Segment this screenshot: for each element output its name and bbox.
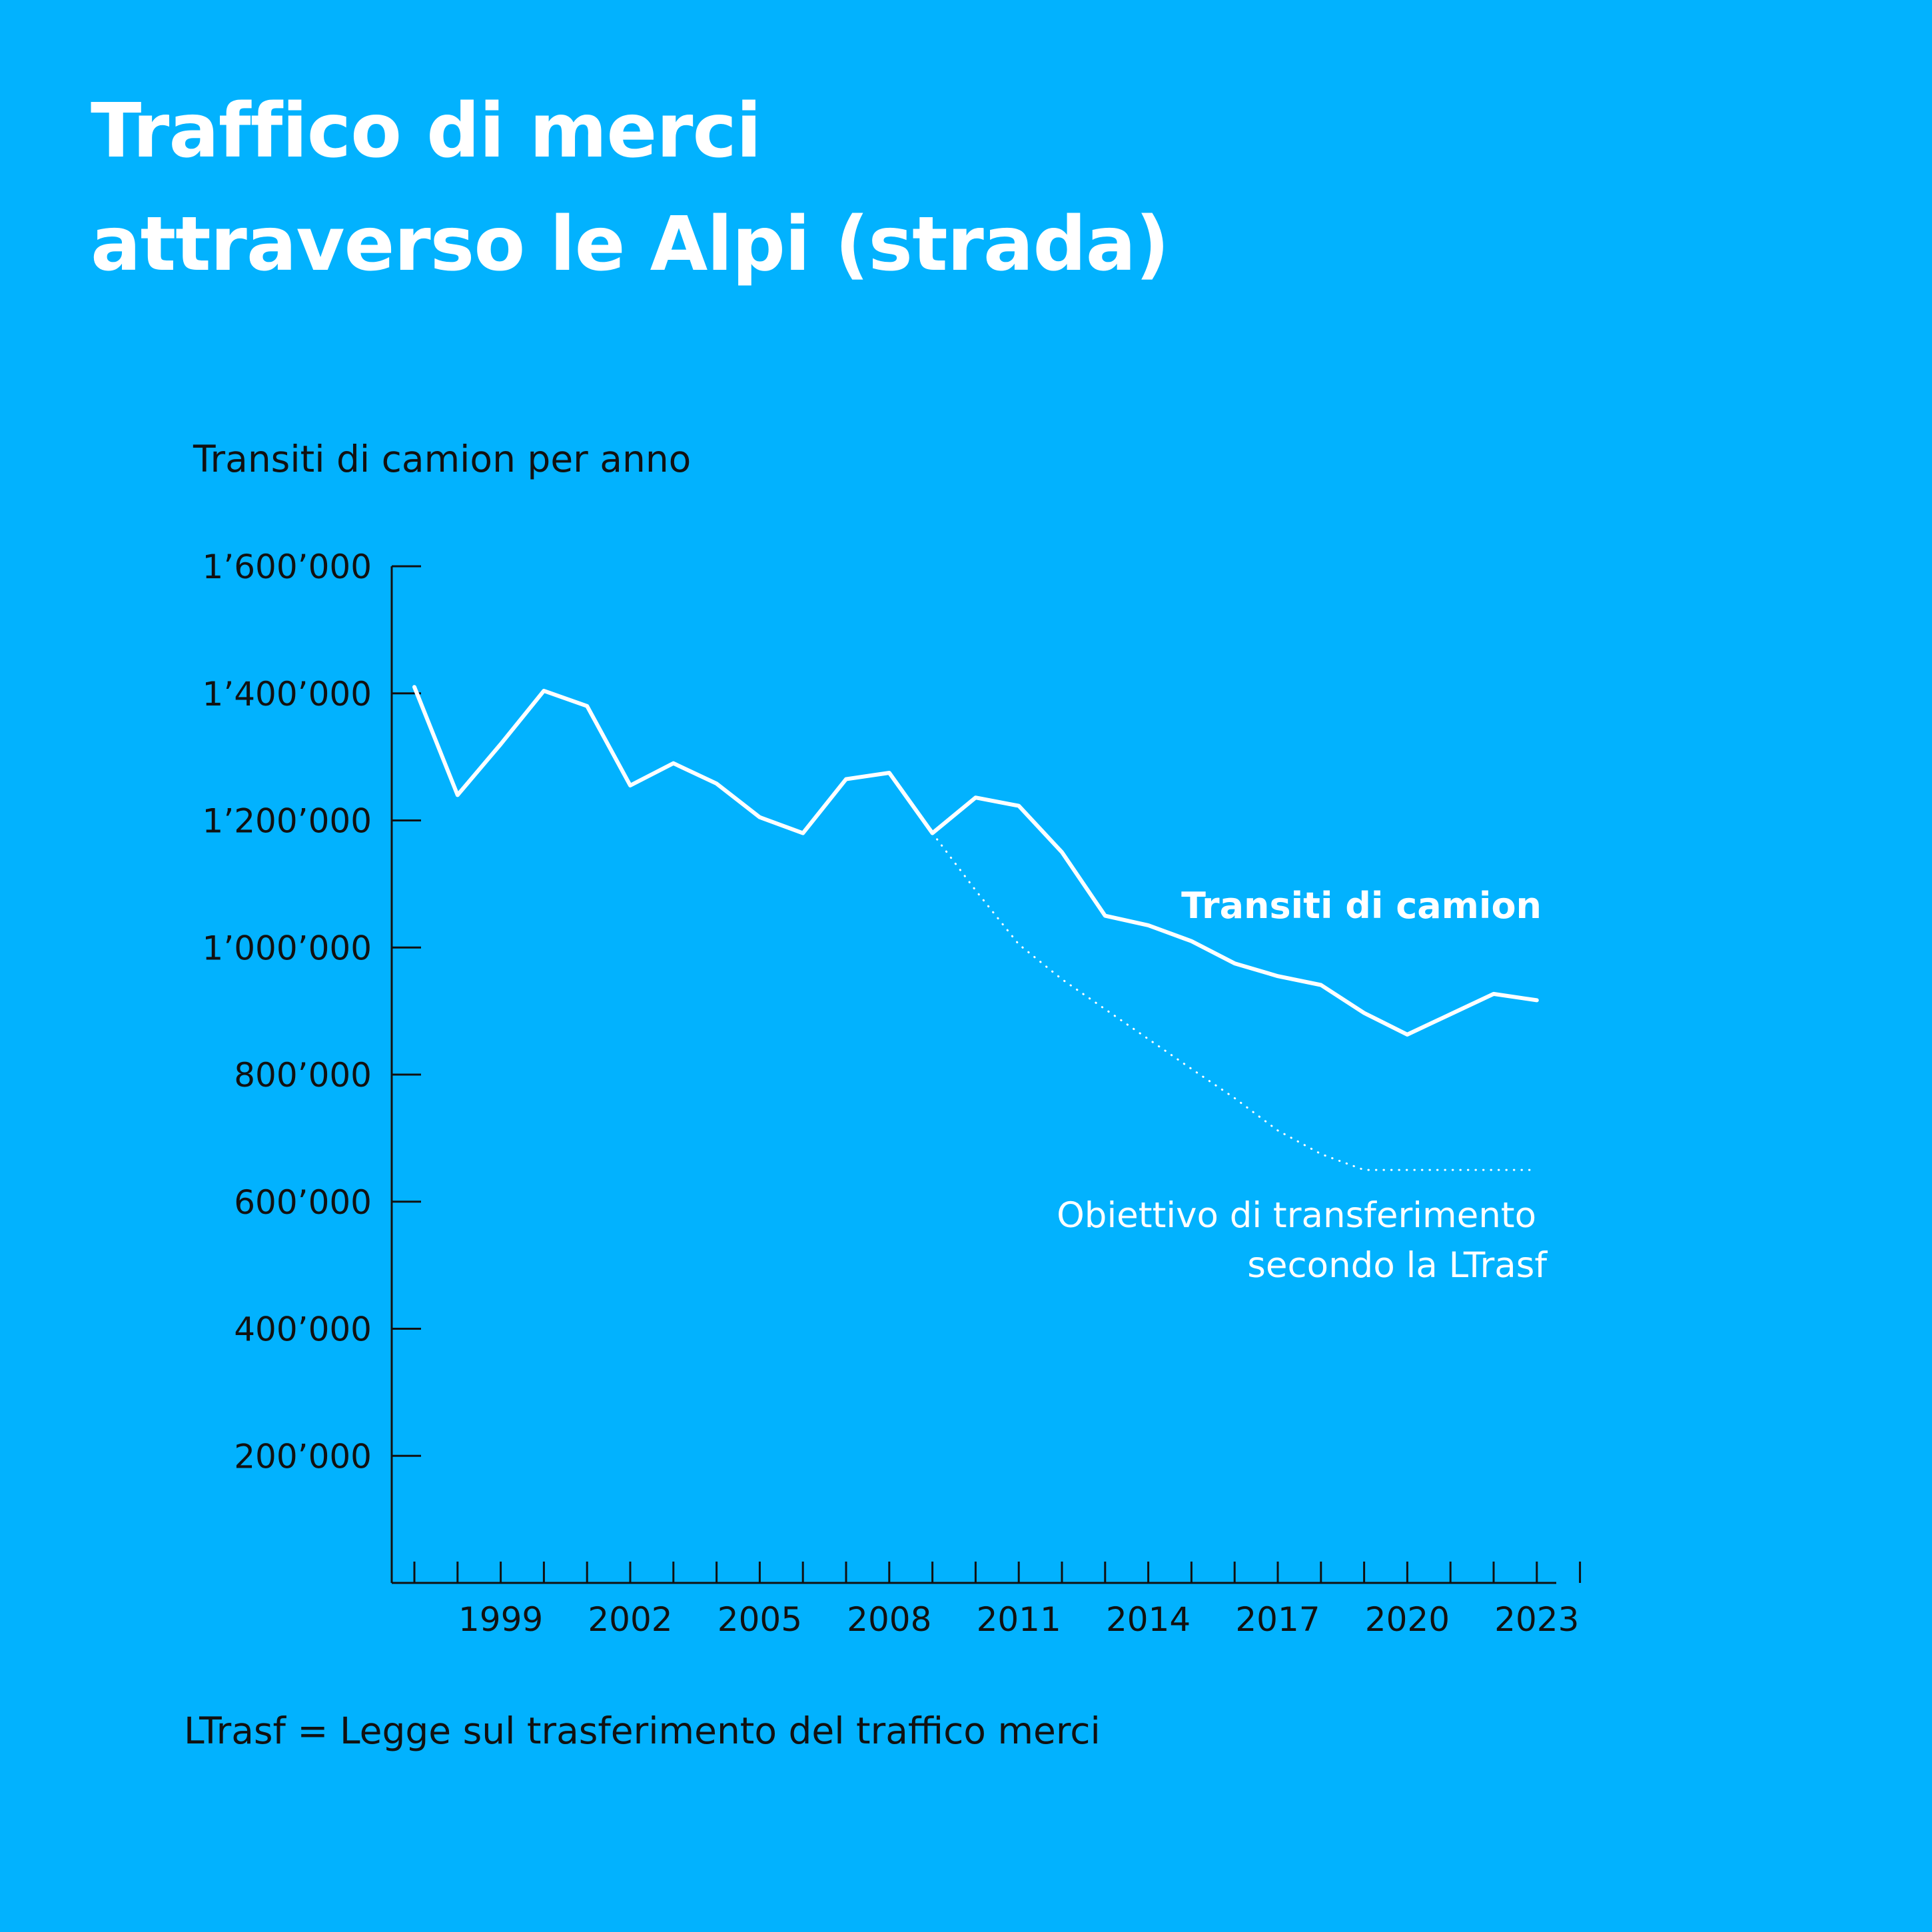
x-tick-label: 2017: [1235, 1600, 1320, 1639]
x-ticks: 1999 2002 2005 2008 2011 2014 2017 2020 2023: [413, 1562, 1582, 1639]
x-tick-label: 2014: [1106, 1600, 1191, 1639]
series-label-obiettivo: Obiettivo di transferimento secondo la L…: [1057, 1195, 1548, 1286]
y-tick-label: 1’200’000: [203, 802, 372, 841]
footnote: LTrasf = Legge sul trasferimento del tra…: [184, 1709, 1101, 1752]
y-tick-label: 1’400’000: [203, 675, 372, 714]
y-tick-label: 1’000’000: [203, 929, 372, 967]
y-tick-label: 800’000: [234, 1056, 372, 1095]
y-tick-label: 400’000: [234, 1310, 372, 1349]
x-tick-label: 2020: [1365, 1600, 1450, 1639]
x-tick-label: 2005: [718, 1600, 802, 1639]
chart-title-line-1: Traffico di merci: [91, 88, 761, 175]
series-line-transiti: [412, 685, 1539, 1037]
y-tick-label: 1’600’000: [203, 548, 372, 586]
series-label-transiti: Transiti di camion: [1181, 885, 1542, 927]
chart-title: Traffico di merci attraverso le Alpi (st…: [91, 75, 1169, 301]
series-layer: [412, 685, 1539, 1171]
x-tick-label: 2023: [1494, 1600, 1579, 1639]
y-ticks: 200’000 400’000 600’000 800’000 1’000’000 1’2…: [203, 548, 421, 1476]
y-tick-label: 200’000: [234, 1437, 372, 1476]
y-tick-label: 600’000: [234, 1183, 372, 1222]
series-line-obiettivo: [931, 832, 1538, 1171]
axes: [390, 566, 1556, 1584]
x-tick-label: 1999: [458, 1600, 543, 1639]
y-axis-label: Transiti di camion per anno: [193, 438, 691, 480]
series-label-transiti-line-1: Transiti di camion: [1181, 885, 1542, 927]
series-label-obiettivo-line-1: Obiettivo di transferimento: [1057, 1195, 1536, 1236]
x-tick-label: 2011: [977, 1600, 1061, 1639]
x-tick-label: 2002: [588, 1600, 672, 1639]
x-tick-label: 2008: [847, 1600, 931, 1639]
series-label-obiettivo-line-2: secondo la LTrasf: [1247, 1245, 1548, 1286]
chart-title-line-2: attraverso le Alpi (strada): [91, 201, 1169, 288]
